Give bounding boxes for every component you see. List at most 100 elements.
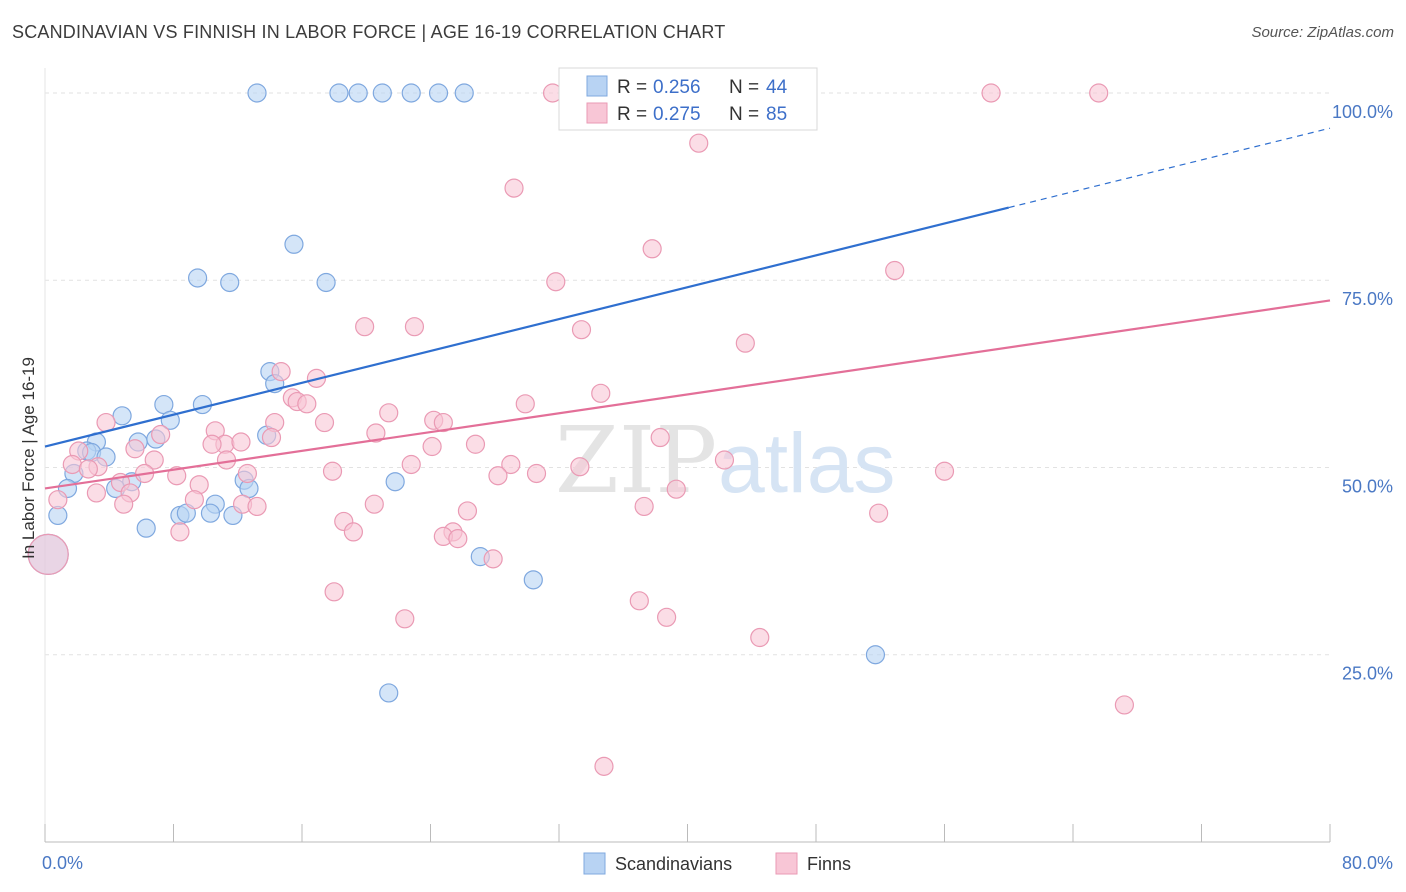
finns-point-8 xyxy=(885,260,905,281)
scandinavians-trend-line xyxy=(44,206,1010,448)
finns-point-12 xyxy=(571,320,592,340)
scandinavians-points xyxy=(27,83,886,703)
x-tick-labels: 0.0% 80.0% xyxy=(42,853,1393,873)
finns-point-33 xyxy=(231,432,251,452)
finns-point-67 xyxy=(457,501,478,521)
finns-point-13 xyxy=(735,333,755,353)
finns-point-3 xyxy=(981,83,1001,103)
legend-n-label-scandinavians: N = xyxy=(729,77,759,98)
scandinavians-trend-extension xyxy=(1008,127,1331,209)
scandinavians-point-43 xyxy=(379,683,399,703)
finns-point-31 xyxy=(650,427,670,448)
finns-point-28 xyxy=(151,424,171,445)
finns-point-20 xyxy=(515,394,535,414)
finns-point-19 xyxy=(297,394,317,414)
series-legend-label-scandinavians: Scandinavians xyxy=(615,854,732,874)
finns-point-29 xyxy=(366,423,386,443)
finns-point-57 xyxy=(666,479,686,499)
scandinavians-point-16 xyxy=(112,406,132,426)
finns-point-52 xyxy=(237,463,257,484)
finns-point-49 xyxy=(934,461,955,481)
legend-r-value-finns: 0.275 xyxy=(653,104,701,125)
finns-point-30 xyxy=(261,427,282,448)
chart-source: Source: ZipAtlas.com xyxy=(1251,24,1394,41)
legend-n-value-finns: 85 xyxy=(766,104,787,125)
scandinavians-point-0 xyxy=(247,83,267,103)
finns-point-14 xyxy=(271,362,291,382)
finns-point-81 xyxy=(750,627,770,648)
finns-point-11 xyxy=(404,317,425,337)
finns-point-78 xyxy=(629,591,649,611)
chart-title: SCANDINAVIAN VS FINNISH IN LABOR FORCE |… xyxy=(12,22,726,42)
finns-point-61 xyxy=(184,490,204,510)
finns-point-65 xyxy=(247,496,267,517)
finns-point-70 xyxy=(170,522,190,542)
finns-point-42 xyxy=(62,454,82,475)
finns-point-7 xyxy=(642,239,662,259)
scandinavians-point-5 xyxy=(428,83,449,103)
finns-point-77 xyxy=(324,582,344,602)
finns-point-26 xyxy=(433,412,453,433)
legend: R = 0.256 N = 44 R = 0.275 N = 85 xyxy=(558,67,818,131)
finns-point-74 xyxy=(448,529,468,549)
finns-point-79 xyxy=(657,607,677,627)
x-ticks xyxy=(44,824,1331,842)
finns-point-83 xyxy=(594,756,614,776)
finns-point-24 xyxy=(314,412,335,433)
y-tick-label-3: 100.0% xyxy=(1332,102,1393,122)
finns-point-62 xyxy=(114,494,134,514)
watermark-atlas: atlas xyxy=(718,416,895,510)
finns-point-60 xyxy=(48,490,68,510)
finns-point-10 xyxy=(355,317,375,337)
x-tick-label-1: 80.0% xyxy=(1342,853,1393,873)
legend-n-label-finns: N = xyxy=(729,104,759,125)
y-tick-label-1: 50.0% xyxy=(1342,476,1393,496)
finns-point-4 xyxy=(1089,83,1109,103)
finns-point-21 xyxy=(379,403,399,423)
finns-point-16 xyxy=(591,383,611,403)
scandinavians-point-6 xyxy=(454,83,474,103)
scandinavians-point-4 xyxy=(401,83,421,103)
finns-trend-line xyxy=(44,299,1331,490)
y-tick-label-2: 75.0% xyxy=(1342,289,1393,309)
scandinavians-point-36 xyxy=(200,503,221,523)
finns-point-68 xyxy=(869,503,889,523)
x-tick-label-0: 0.0% xyxy=(42,853,83,873)
finns-point-5 xyxy=(689,133,709,153)
finns-point-6 xyxy=(504,178,524,198)
series-legend-swatch-scandinavians xyxy=(583,852,606,875)
finns-point-48 xyxy=(322,461,343,481)
series-legend-swatch-finns xyxy=(775,852,798,875)
finns-point-34 xyxy=(202,434,222,454)
finns-point-37 xyxy=(125,439,145,459)
finns-point-35 xyxy=(465,434,486,454)
finns-point-51 xyxy=(526,463,547,484)
scandinavians-point-31 xyxy=(385,472,405,492)
finns-point-45 xyxy=(501,454,521,475)
finns-point-58 xyxy=(86,483,107,503)
finns-point-80 xyxy=(395,609,415,629)
scandinavians-point-15 xyxy=(192,394,213,415)
finns-point-9 xyxy=(546,272,566,292)
finns-point-54 xyxy=(167,466,187,486)
scandinavians-point-41 xyxy=(523,570,543,590)
scandinavians-point-9 xyxy=(187,268,208,288)
y-axis-title: In Labor Force | Age 16-19 xyxy=(19,357,38,559)
finns-point-40 xyxy=(144,450,164,470)
finns-point-82 xyxy=(1114,695,1135,715)
legend-swatch-finns xyxy=(586,102,608,124)
finns-point-46 xyxy=(570,457,590,477)
scandinavians-point-1 xyxy=(329,83,349,103)
finns-point-36 xyxy=(422,436,442,457)
finns-point-39 xyxy=(714,450,735,470)
y-tick-label-0: 25.0% xyxy=(1342,664,1393,684)
legend-n-value-scandinavians: 44 xyxy=(766,77,788,98)
scandinavians-point-38 xyxy=(136,518,156,538)
finns-point-53 xyxy=(488,466,508,486)
scandinavians-point-8 xyxy=(284,234,304,254)
scandinavians-point-42 xyxy=(865,645,886,665)
trend-lines xyxy=(44,127,1331,490)
finns-point-75 xyxy=(27,533,69,575)
finns-point-47 xyxy=(78,459,98,479)
